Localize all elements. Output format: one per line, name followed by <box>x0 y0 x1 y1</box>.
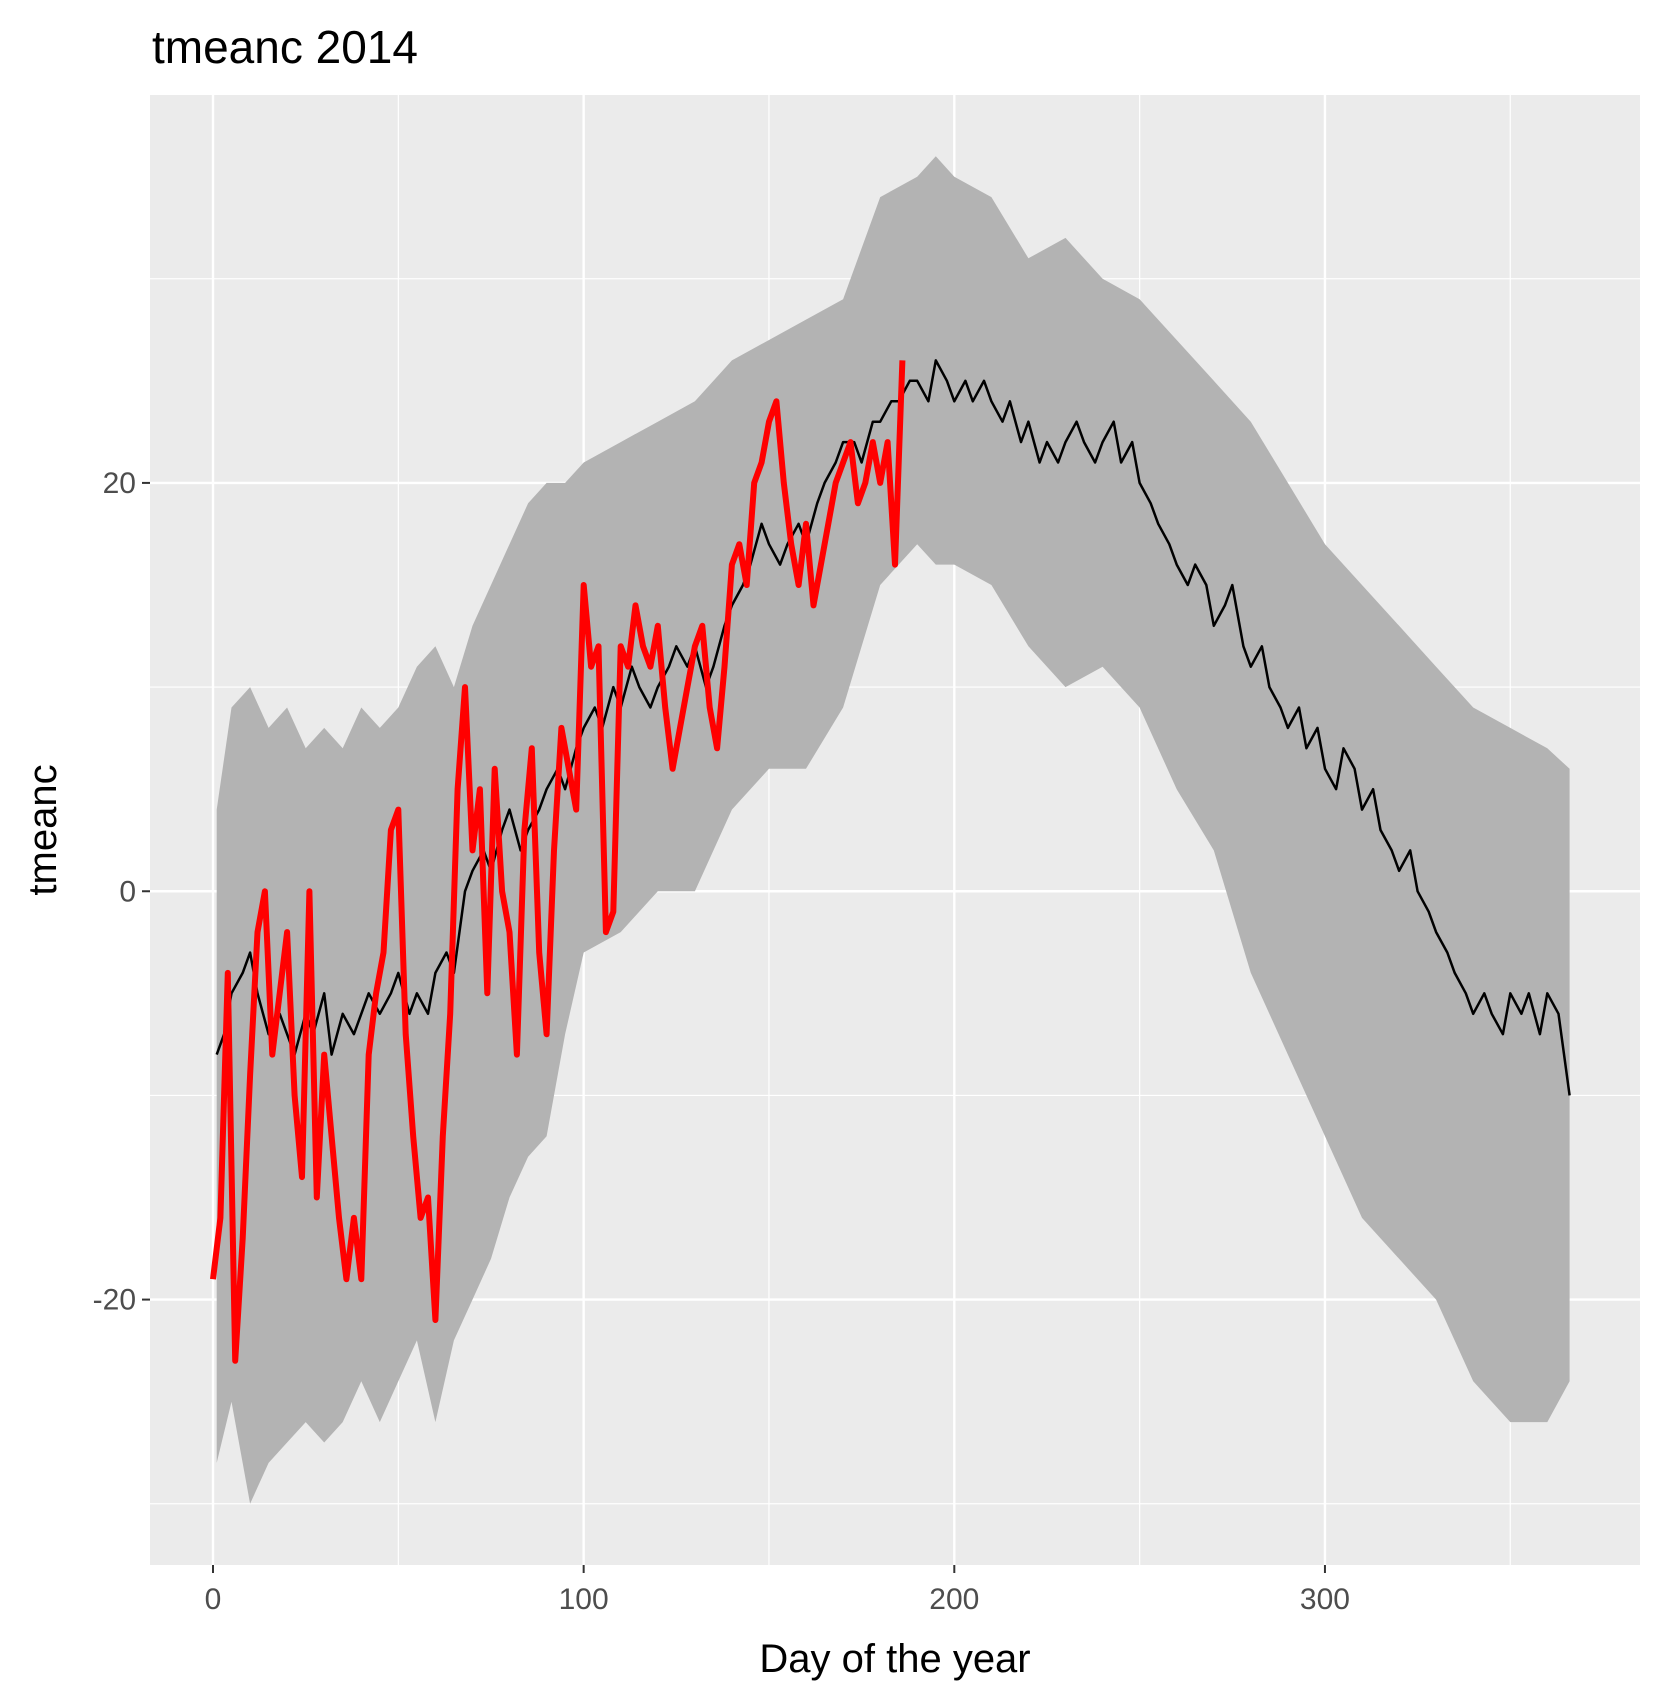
ribbon-layer <box>216 156 1570 1504</box>
y-tick-label: -20 <box>93 1284 136 1317</box>
x-axis-title: Day of the year <box>759 1637 1030 1681</box>
x-tick-label: 200 <box>929 1583 979 1616</box>
series-line-2 <box>210 360 906 1364</box>
y-tick-label: 20 <box>103 467 136 500</box>
x-tick-label: 0 <box>205 1583 222 1616</box>
x-axis: 0 100 200 300 <box>205 1565 1350 1616</box>
y-axis: -20 0 20 <box>93 467 150 1317</box>
ribbon-band <box>216 156 1570 1504</box>
x-tick-label: 100 <box>559 1583 609 1616</box>
y-axis-title: tmeanc <box>21 764 65 895</box>
series-layer <box>210 359 1571 1364</box>
chart-title: tmeanc 2014 <box>152 21 418 73</box>
x-tick-label: 300 <box>1300 1583 1350 1616</box>
y-tick-label: 0 <box>119 875 136 908</box>
series-line-1 <box>215 359 1571 1096</box>
